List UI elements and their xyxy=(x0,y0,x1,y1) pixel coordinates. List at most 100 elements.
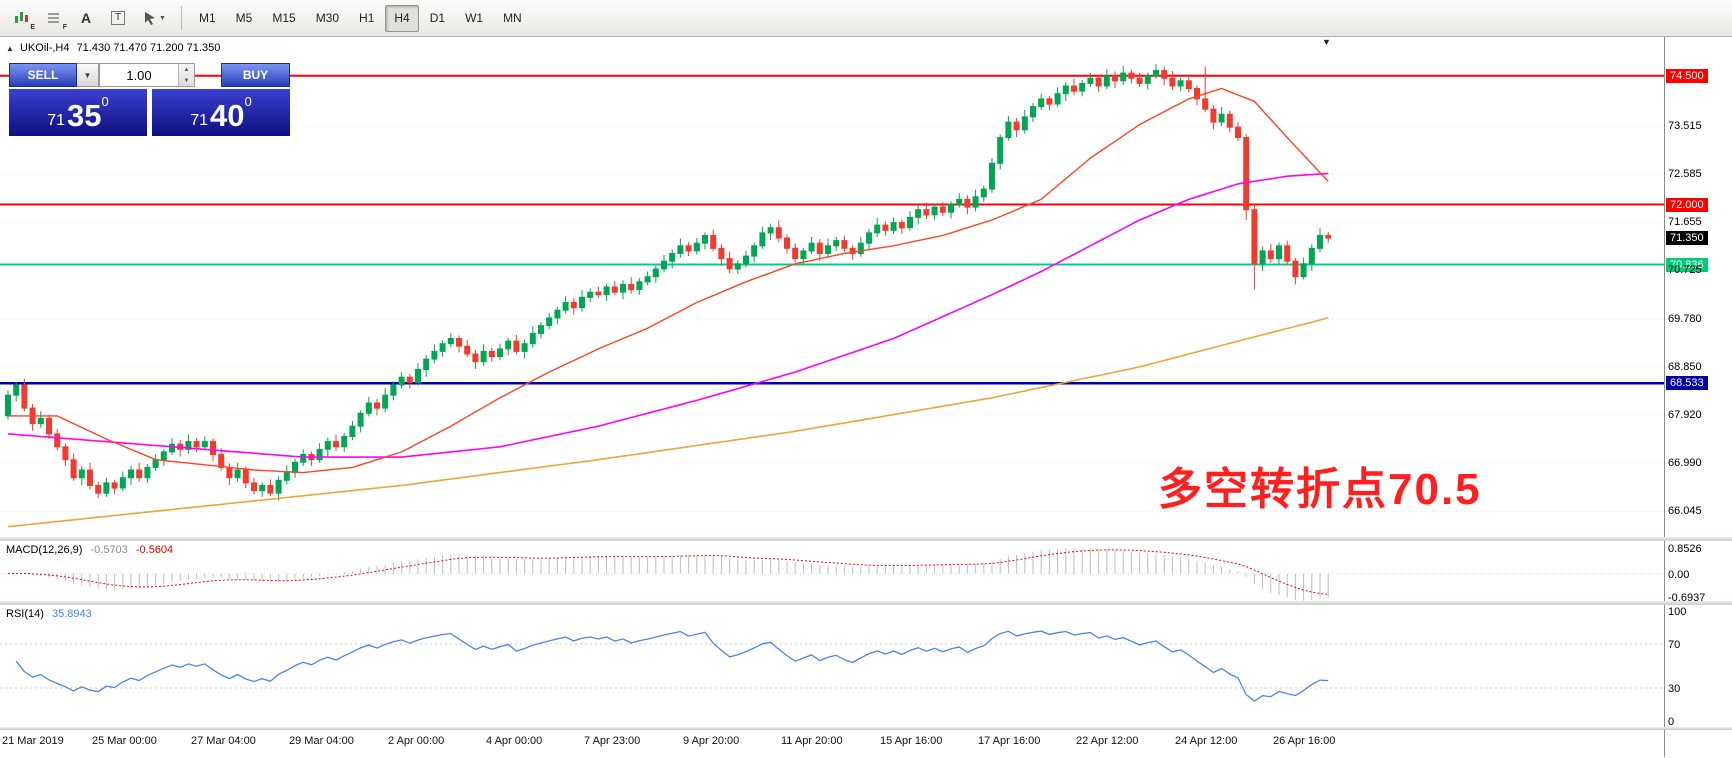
macd-canvas[interactable] xyxy=(0,541,1664,601)
icon-badge: F xyxy=(62,23,67,31)
price-axis-label: 72.585 xyxy=(1668,168,1702,180)
cursor-tool-icon[interactable]: ▼ xyxy=(134,4,174,33)
price-axis-label: 71.655 xyxy=(1668,216,1702,228)
time-axis-label: 9 Apr 20:00 xyxy=(683,735,740,747)
time-axis-label: 27 Mar 04:00 xyxy=(191,735,256,747)
macd-label: MACD(12,26,9) -0.5703 -0.5604 xyxy=(6,544,178,556)
buy-button[interactable]: BUY xyxy=(221,63,290,87)
price-axis-label: 74.500 xyxy=(1666,69,1708,83)
volume-field-wrap: ▲ ▼ xyxy=(99,63,195,87)
main-toolbar: E F A T ▼ M1 M5 M15 M30 H1 H4 D1 W1 MN xyxy=(0,0,1732,37)
symbol-info: ▲ UKOil-,H4 71.430 71.470 71.200 71.350 xyxy=(6,42,224,54)
price-axis-label: 66.990 xyxy=(1668,457,1702,469)
mini-chart-glyph xyxy=(15,12,28,23)
price-axis-label: 68.850 xyxy=(1668,361,1702,373)
price-chart-pane: ▲ UKOil-,H4 71.430 71.470 71.200 71.350 … xyxy=(0,37,1664,537)
chart-annotation: 多空转折点70.5 xyxy=(1158,465,1482,514)
sell-price-point: 0 xyxy=(101,94,109,109)
text-tool-icon[interactable]: A xyxy=(80,10,92,26)
timeframe-buttons: M1 M5 M15 M30 H1 H4 D1 W1 MN xyxy=(189,4,532,32)
toolbar-separator xyxy=(181,6,182,30)
price-axis-label: 71.350 xyxy=(1666,231,1708,245)
price-axis-label: 66.045 xyxy=(1668,505,1702,517)
spinner-down-icon[interactable]: ▼ xyxy=(183,77,190,84)
price-axis-label: 70 xyxy=(1668,639,1681,651)
chart-workspace: ▲ UKOil-,H4 71.430 71.470 71.200 71.350 … xyxy=(0,37,1732,757)
rsi-canvas[interactable] xyxy=(0,605,1664,727)
time-axis-label: 2 Apr 00:00 xyxy=(388,735,445,747)
price-axis-label: 68.533 xyxy=(1666,376,1708,390)
time-axis-label: 11 Apr 20:00 xyxy=(781,735,843,747)
time-axis-label: 4 Apr 00:00 xyxy=(486,735,543,747)
time-axis[interactable]: 21 Mar 2019 25 Mar 00:00 27 Mar 04:00 29 Ma… xyxy=(0,730,1664,757)
price-chart-canvas[interactable] xyxy=(0,37,1664,537)
sell-price-major: 71 xyxy=(47,112,66,129)
price-axis-label: 0 xyxy=(1668,716,1675,728)
price-axis-label: 70.836 xyxy=(1666,258,1708,272)
buy-price-major: 71 xyxy=(190,112,209,129)
pane-splitter[interactable] xyxy=(0,727,1732,730)
timeframe-m1[interactable]: M1 xyxy=(199,10,216,25)
sell-price-display[interactable]: 71 35 0 xyxy=(9,89,147,136)
price-axis[interactable]: 74.500 73.515 72.585 72.000 71.655 71.350 70.8… xyxy=(1664,37,1732,757)
sell-button[interactable]: SELL xyxy=(9,63,77,87)
price-axis-label: 0.8526 xyxy=(1668,543,1702,555)
grid-glyph xyxy=(48,13,59,23)
time-axis-label: 26 Apr 16:00 xyxy=(1273,735,1336,747)
text-box-tool-icon[interactable]: T xyxy=(102,4,134,33)
rsi-value: 35.8943 xyxy=(51,608,92,620)
time-axis-label: 25 Mar 00:00 xyxy=(92,735,157,747)
timeframe-h1[interactable]: H1 xyxy=(359,10,375,25)
price-axis-label: 0.00 xyxy=(1668,569,1690,581)
price-axis-label: 100 xyxy=(1668,606,1687,618)
symbol-title: UKOil-,H4 xyxy=(19,42,70,54)
chart-shift-marker[interactable]: ▼ xyxy=(1322,37,1331,47)
rsi-name: RSI(14) xyxy=(6,608,44,620)
timeframe-w1[interactable]: W1 xyxy=(465,10,484,25)
price-axis-label: 30 xyxy=(1668,683,1681,695)
macd-main-value: -0.5703 xyxy=(90,544,128,556)
rsi-pane: RSI(14) 35.8943 xyxy=(0,605,1664,727)
price-axis-label: 72.000 xyxy=(1666,198,1708,212)
time-axis-label: 22 Apr 12:00 xyxy=(1076,735,1139,747)
one-click-trade-panel: SELL ▼ ▲ ▼ BUY 71 35 0 xyxy=(9,63,290,136)
macd-signal-value: -0.5604 xyxy=(135,544,174,556)
time-axis-label: 15 Apr 16:00 xyxy=(880,735,943,747)
chevron-down-icon: ▼ xyxy=(159,14,166,22)
volume-dropdown-button[interactable]: ▼ xyxy=(77,63,99,87)
rsi-label: RSI(14) 35.8943 xyxy=(6,608,97,620)
ohlc-values: 71.430 71.470 71.200 71.350 xyxy=(76,42,221,54)
buy-price-pips: 40 xyxy=(210,98,245,133)
timeframe-m15[interactable]: M15 xyxy=(272,10,296,25)
volume-input[interactable] xyxy=(100,64,178,86)
time-axis-label: 29 Mar 04:00 xyxy=(289,735,354,747)
timeframe-mn[interactable]: MN xyxy=(503,10,522,25)
buy-price-point: 0 xyxy=(244,94,252,109)
pane-splitter[interactable] xyxy=(0,537,1732,541)
price-axis-label: 67.920 xyxy=(1668,409,1702,421)
price-axis-label: 70.725 xyxy=(1668,264,1702,276)
timeframe-h4[interactable]: H4 xyxy=(385,4,419,32)
time-axis-label: 7 Apr 23:00 xyxy=(584,735,641,747)
timeframe-m5[interactable]: M5 xyxy=(235,10,253,25)
pane-splitter[interactable] xyxy=(0,601,1732,605)
indicator-grid-icon[interactable]: F xyxy=(38,4,70,33)
macd-name: MACD(12,26,9) xyxy=(6,544,83,556)
cursor-glyph xyxy=(145,12,156,25)
buy-price-display[interactable]: 71 40 0 xyxy=(152,89,290,136)
macd-pane: MACD(12,26,9) -0.5703 -0.5604 xyxy=(0,541,1664,601)
timeframe-d1[interactable]: D1 xyxy=(429,10,446,25)
price-axis-label: 69.780 xyxy=(1668,313,1702,325)
time-axis-label: 21 Mar 2019 xyxy=(2,735,64,747)
icon-badge: E xyxy=(30,23,35,31)
time-axis-label: 17 Apr 16:00 xyxy=(978,735,1041,747)
mini-chart-icon[interactable]: E xyxy=(6,4,38,33)
sell-price-pips: 35 xyxy=(67,98,102,133)
time-axis-label: 24 Apr 12:00 xyxy=(1175,735,1238,747)
price-axis-label: 73.515 xyxy=(1668,120,1702,132)
spinner-up-icon[interactable]: ▲ xyxy=(183,66,190,73)
collapse-panel-icon[interactable]: ▲ xyxy=(6,44,14,53)
timeframe-m30[interactable]: M30 xyxy=(315,10,340,25)
volume-spinner[interactable]: ▲ ▼ xyxy=(178,64,194,86)
